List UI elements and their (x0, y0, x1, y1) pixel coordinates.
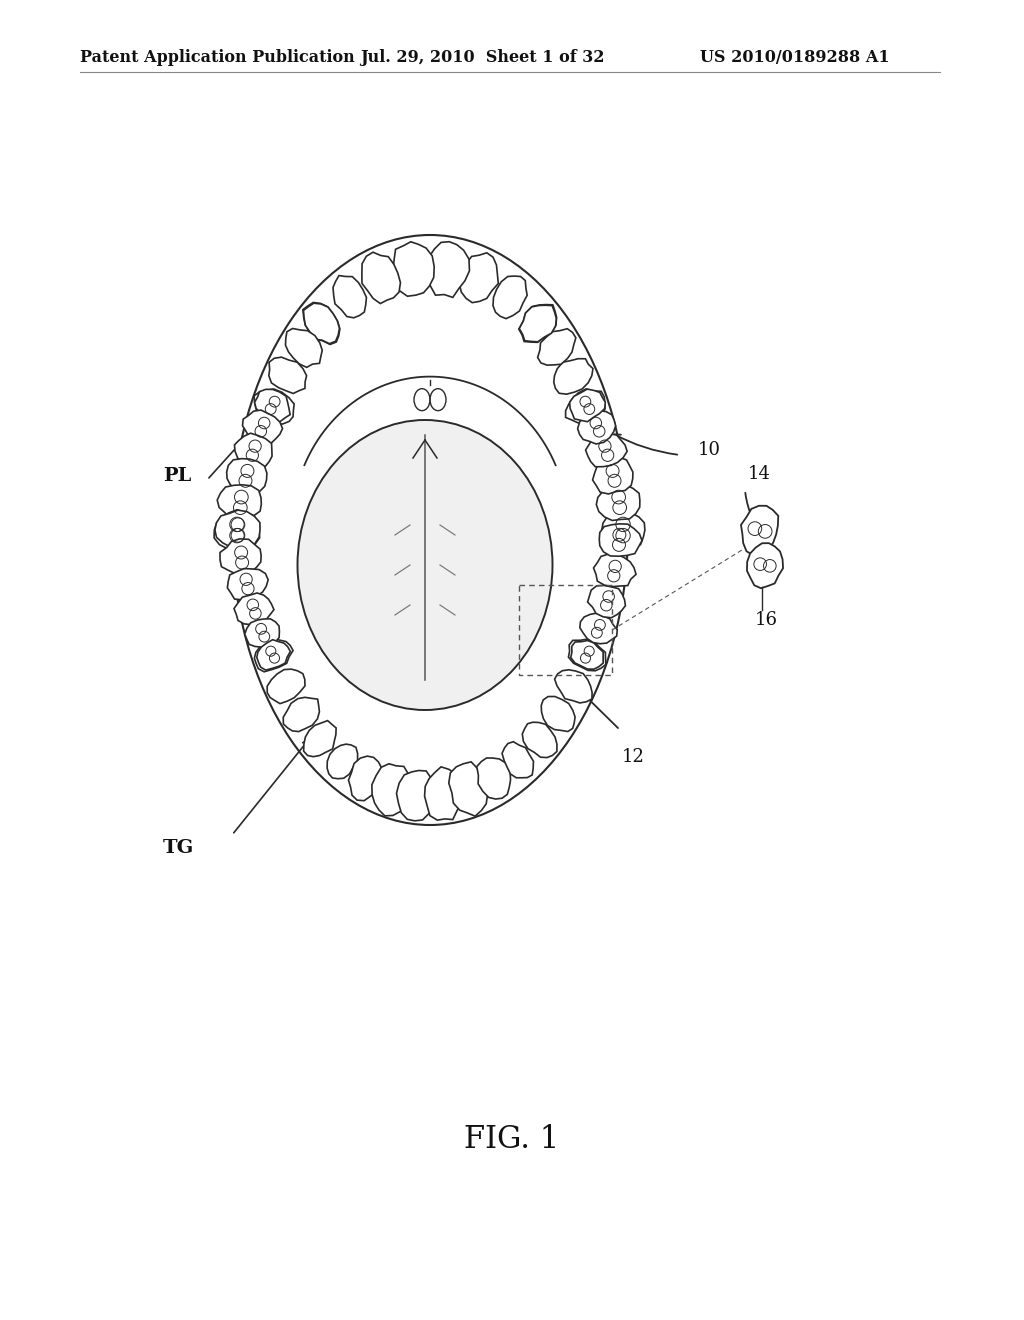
Polygon shape (267, 669, 305, 704)
Polygon shape (519, 305, 556, 342)
Polygon shape (554, 359, 593, 395)
Polygon shape (459, 253, 499, 302)
Polygon shape (254, 389, 294, 424)
Polygon shape (586, 433, 627, 467)
Polygon shape (588, 585, 626, 618)
Ellipse shape (298, 420, 553, 710)
Polygon shape (522, 722, 557, 758)
Polygon shape (599, 524, 642, 556)
Text: 16: 16 (755, 611, 778, 630)
Polygon shape (477, 758, 511, 799)
Polygon shape (602, 511, 645, 549)
Polygon shape (361, 252, 400, 304)
Polygon shape (234, 433, 272, 467)
Polygon shape (303, 302, 340, 345)
Polygon shape (303, 304, 339, 343)
Polygon shape (596, 484, 640, 520)
Polygon shape (254, 639, 293, 672)
Polygon shape (226, 458, 267, 494)
Text: 10: 10 (698, 441, 721, 459)
Polygon shape (245, 619, 280, 647)
Polygon shape (568, 639, 606, 671)
Polygon shape (565, 389, 605, 422)
Polygon shape (523, 723, 556, 756)
Polygon shape (215, 510, 260, 549)
Text: TG: TG (163, 840, 195, 857)
Polygon shape (746, 543, 783, 589)
Polygon shape (220, 539, 261, 574)
Text: 14: 14 (748, 465, 771, 483)
Polygon shape (393, 242, 434, 296)
Text: 12: 12 (622, 748, 645, 766)
Bar (519, 585, 612, 675)
Polygon shape (327, 744, 357, 779)
Polygon shape (372, 764, 412, 816)
Polygon shape (570, 640, 603, 669)
Text: Patent Application Publication: Patent Application Publication (80, 49, 354, 66)
Polygon shape (348, 756, 382, 801)
Polygon shape (425, 767, 464, 820)
Polygon shape (255, 389, 290, 422)
Text: FIG. 1: FIG. 1 (464, 1125, 560, 1155)
Polygon shape (594, 554, 636, 586)
Polygon shape (593, 457, 633, 494)
Polygon shape (396, 771, 436, 821)
Polygon shape (555, 669, 592, 704)
Polygon shape (538, 329, 575, 366)
Polygon shape (284, 697, 319, 731)
Polygon shape (580, 612, 617, 644)
Polygon shape (214, 510, 260, 550)
Polygon shape (578, 411, 615, 444)
Polygon shape (227, 569, 268, 599)
Polygon shape (286, 329, 323, 367)
Polygon shape (741, 506, 778, 556)
Polygon shape (502, 742, 534, 777)
Text: US 2010/0189288 A1: US 2010/0189288 A1 (700, 49, 890, 66)
Polygon shape (217, 484, 261, 521)
Polygon shape (569, 389, 605, 421)
Text: Jul. 29, 2010  Sheet 1 of 32: Jul. 29, 2010 Sheet 1 of 32 (360, 49, 604, 66)
Polygon shape (493, 276, 527, 318)
Polygon shape (542, 697, 575, 731)
Polygon shape (269, 358, 306, 393)
Polygon shape (234, 593, 274, 624)
Polygon shape (243, 411, 283, 445)
Polygon shape (304, 722, 335, 756)
Polygon shape (333, 276, 367, 318)
Polygon shape (424, 242, 469, 297)
Polygon shape (519, 305, 557, 342)
Text: PL: PL (163, 467, 191, 484)
Polygon shape (449, 762, 487, 816)
Polygon shape (257, 640, 291, 671)
Polygon shape (304, 721, 336, 756)
